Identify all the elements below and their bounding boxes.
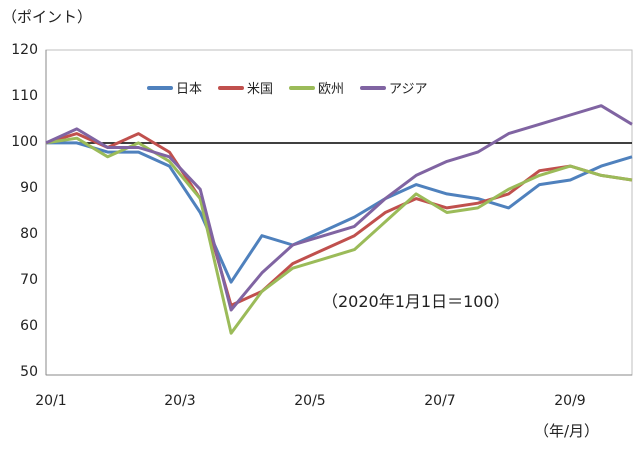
legend-label-japan: 日本 bbox=[176, 82, 203, 97]
x-tick-20-9: 20/9 bbox=[554, 393, 586, 409]
x-tick-20-3: 20/3 bbox=[164, 393, 196, 409]
legend: 日本 米国 欧州 アジア bbox=[147, 78, 428, 97]
series-line-asia bbox=[45, 104, 633, 312]
series-line-europe bbox=[45, 136, 633, 335]
y-tick-80: 80 bbox=[20, 226, 38, 242]
x-tick-20-5: 20/5 bbox=[294, 393, 326, 409]
series-line-japan bbox=[46, 141, 633, 284]
legend-label-us: 米国 bbox=[247, 82, 274, 97]
y-axis-unit-label: （ポイント） bbox=[2, 8, 93, 26]
x-axis-unit-label: （年/月） bbox=[534, 422, 600, 440]
x-tick-20-7: 20/7 bbox=[424, 393, 456, 409]
legend-item-asia: アジア bbox=[360, 78, 428, 97]
base-date-annotation: （2020年1月1日＝100） bbox=[322, 292, 510, 311]
y-tick-50: 50 bbox=[20, 364, 38, 380]
y-tick-60: 60 bbox=[20, 318, 38, 334]
y-tick-100: 100 bbox=[11, 134, 38, 150]
series-lines bbox=[45, 104, 633, 335]
series-line-us bbox=[45, 132, 633, 307]
legend-item-us: 米国 bbox=[218, 78, 273, 97]
legend-swatch-asia bbox=[360, 85, 387, 90]
y-tick-90: 90 bbox=[20, 180, 38, 196]
legend-item-europe: 欧州 bbox=[289, 78, 344, 97]
plot-area-border bbox=[45, 49, 633, 376]
legend-item-japan: 日本 bbox=[147, 78, 202, 97]
y-tick-110: 110 bbox=[11, 88, 38, 104]
y-tick-120: 120 bbox=[11, 42, 38, 58]
legend-swatch-europe bbox=[289, 85, 316, 90]
x-tick-20-1: 20/1 bbox=[35, 393, 67, 409]
legend-label-europe: 欧州 bbox=[318, 82, 345, 97]
legend-swatch-us bbox=[218, 85, 245, 90]
y-tick-70: 70 bbox=[20, 272, 38, 288]
legend-swatch-japan bbox=[147, 85, 173, 90]
legend-label-asia: アジア bbox=[389, 82, 428, 97]
